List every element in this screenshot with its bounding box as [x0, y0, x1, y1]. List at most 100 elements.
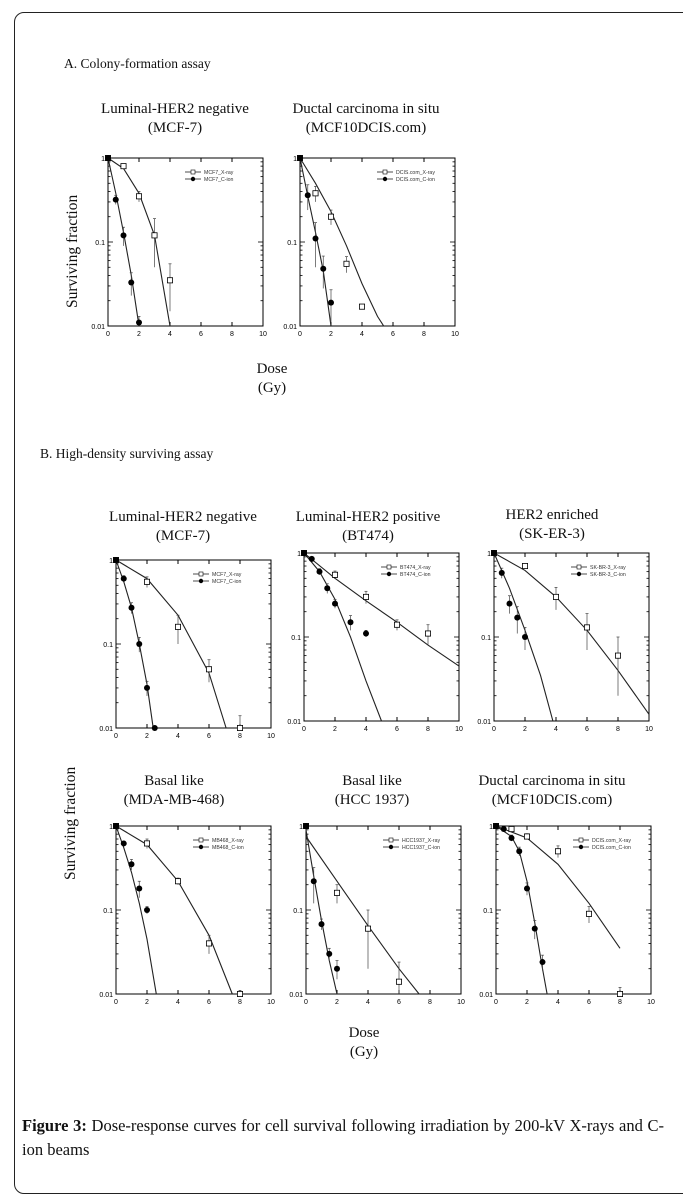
- data-point-circle: [514, 614, 521, 621]
- data-point-circle: [539, 959, 546, 966]
- data-point-circle: [308, 555, 315, 562]
- data-point-circle: [524, 885, 530, 892]
- chart-title-line1: Luminal-HER2 negative: [101, 101, 249, 117]
- legend-square: [578, 837, 584, 843]
- data-point-square: [144, 840, 151, 847]
- x-tick-label: 6: [395, 726, 399, 733]
- legend-circle: [578, 844, 584, 850]
- x-tick-label: 6: [199, 331, 203, 338]
- data-point-circle: [500, 826, 507, 833]
- x-tick-label: 8: [238, 733, 242, 740]
- data-point-circle: [320, 265, 327, 272]
- x-tick-label: 0: [492, 726, 496, 733]
- data-point-square: [359, 303, 366, 310]
- fit-curve-cion: [303, 552, 383, 722]
- data-point-square: [175, 623, 182, 630]
- data-point-circle: [324, 585, 331, 592]
- y-axis-label-a: Surviving fraction: [64, 194, 81, 308]
- x-tick-label: 10: [267, 733, 275, 740]
- data-point-circle: [310, 878, 317, 885]
- y-axis-label-b: Surviving fraction: [62, 766, 79, 880]
- x-tick-label: 4: [556, 999, 560, 1006]
- legend-label: DCIS.com_X-ray: [592, 838, 631, 844]
- x-tick-label: 2: [145, 999, 149, 1006]
- chart-b-skbr3: 0 2 4 6 8 10 0.01 0.1 1 SK-BR-3_X-raySK-BR-3_C-io…: [477, 550, 653, 733]
- x-tick-label: 10: [267, 999, 275, 1006]
- data-point-circle: [105, 155, 111, 161]
- x-tick-label: 2: [525, 999, 529, 1006]
- data-point-circle: [493, 823, 499, 829]
- data-point-square: [236, 990, 243, 997]
- legend-label: BT474_C-ion: [400, 572, 431, 578]
- x-axis-label-unit: (Gy): [349, 1044, 379, 1060]
- data-point-square: [395, 978, 402, 985]
- data-point-square: [424, 630, 431, 637]
- plot-frame: [303, 552, 460, 722]
- x-tick-label: 6: [585, 726, 589, 733]
- data-point-circle: [326, 950, 333, 957]
- data-point-square: [167, 277, 174, 284]
- x-tick-label: 2: [329, 331, 333, 338]
- data-point-circle: [128, 861, 135, 868]
- legend-square: [386, 564, 392, 570]
- data-point-square: [175, 878, 182, 885]
- data-point-circle: [498, 569, 505, 576]
- x-tick-label: 10: [451, 331, 459, 338]
- chart-title-line1: Luminal-HER2 negative: [109, 509, 257, 525]
- chart-b-dcis: 0 2 4 6 8 10 0.01 0.1 1 DCIS.com_X-rayDCIS.com_C-…: [479, 823, 655, 1006]
- y-tick-label: 0.1: [95, 240, 105, 247]
- x-tick-label: 2: [333, 726, 337, 733]
- x-axis-label-dose: Dose: [348, 1025, 380, 1041]
- chart-title-a-mcf7: Luminal-HER2 negative (MCF-7): [70, 100, 280, 138]
- chart-title-line2: (MCF-7): [155, 528, 211, 544]
- data-point-square: [555, 848, 562, 855]
- legend-label: DCIS.com_X-ray: [396, 170, 435, 176]
- fit-curve-xray: [115, 559, 227, 729]
- y-tick-label: 1: [297, 551, 301, 558]
- chart-title-line1: Ductal carcinoma in situ: [292, 101, 440, 117]
- plot-frame: [299, 157, 456, 327]
- data-point-circle: [312, 235, 319, 242]
- y-tick-label: 1: [109, 824, 113, 831]
- fit-curve-xray: [303, 552, 460, 667]
- data-point-circle: [128, 604, 135, 611]
- y-tick-label: 1: [299, 824, 303, 831]
- legend-circle: [382, 176, 388, 182]
- chart-title-line2: (BT474): [342, 528, 394, 544]
- legend-square: [198, 571, 204, 577]
- x-tick-label: 10: [259, 331, 267, 338]
- plot-frame: [107, 157, 264, 327]
- data-point-circle: [506, 600, 513, 607]
- data-point-circle: [508, 834, 515, 841]
- x-tick-label: 0: [106, 331, 110, 338]
- plot-frame: [305, 825, 462, 995]
- data-point-square: [312, 190, 319, 197]
- data-point-circle: [363, 630, 369, 637]
- x-axis-label-unit: (Gy): [257, 380, 287, 396]
- x-tick-label: 2: [523, 726, 527, 733]
- chart-title-line1: Ductal carcinoma in situ: [478, 773, 626, 789]
- chart-title-line2: (HCC 1937): [334, 792, 410, 808]
- x-tick-label: 6: [391, 331, 395, 338]
- chart-title-line1: Luminal-HER2 positive: [295, 509, 441, 525]
- y-tick-label: 0.1: [291, 635, 301, 642]
- legend-circle: [198, 578, 204, 584]
- data-point-circle: [128, 279, 135, 286]
- plot-frame: [493, 552, 650, 722]
- legend-label: MCF7_C-ion: [204, 177, 234, 183]
- data-point-circle: [136, 319, 142, 326]
- chart-title-line2: (MCF10DCIS.com): [305, 120, 427, 136]
- x-tick-label: 4: [364, 726, 368, 733]
- data-point-circle: [301, 550, 307, 556]
- chart-title-b-mcf7: Luminal-HER2 negative (MCF-7): [78, 508, 288, 546]
- data-point-circle: [120, 575, 127, 582]
- x-tick-label: 0: [302, 726, 306, 733]
- data-point-square: [585, 910, 592, 917]
- legend-label: HCC1937_C-ion: [402, 845, 440, 851]
- plot-frame: [115, 825, 272, 995]
- x-tick-label: 8: [426, 726, 430, 733]
- data-point-square: [328, 213, 335, 220]
